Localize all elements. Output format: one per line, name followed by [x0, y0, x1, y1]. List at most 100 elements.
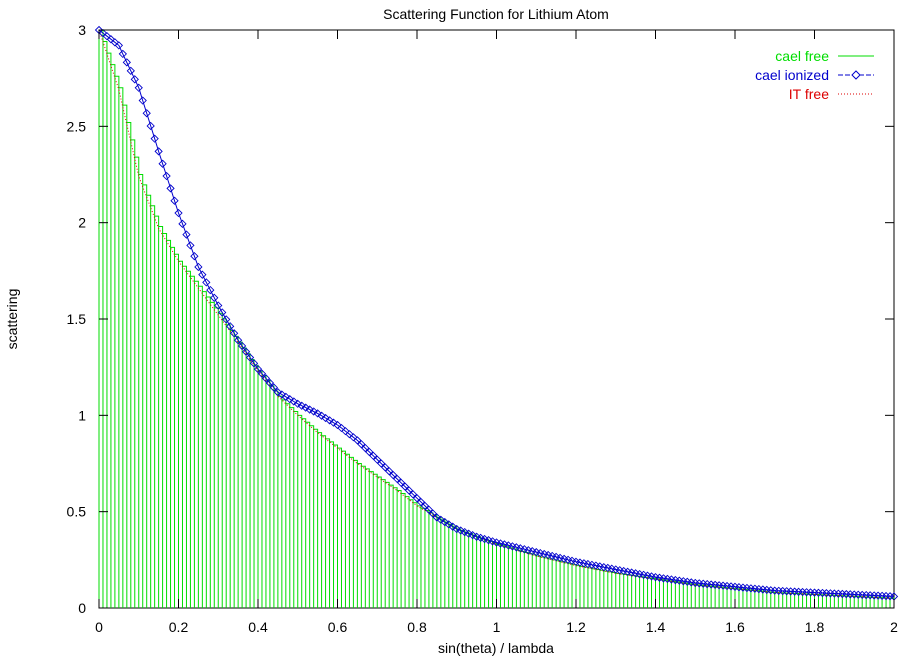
y-tick-label: 2.5: [67, 118, 87, 134]
cael-ionized-marker: [118, 49, 127, 59]
x-tick-label: 0.2: [169, 619, 189, 635]
cael-ionized-marker: [114, 41, 124, 50]
y-tick-label: 1: [78, 407, 86, 423]
x-tick-label: 1.6: [725, 619, 745, 635]
cael-ionized-marker: [464, 529, 473, 538]
legend-label-it-free: IT free: [789, 86, 829, 102]
cael-ionized-marker: [452, 524, 461, 534]
cael-ionized-marker: [186, 241, 195, 250]
cael-ionized-marker: [313, 409, 322, 418]
x-tick-label: 0.4: [248, 619, 268, 635]
x-tick-label: 0: [95, 619, 103, 635]
cael-ionized-marker: [154, 147, 163, 156]
cael-ionized-marker: [285, 395, 294, 404]
cael-ionized-marker: [301, 403, 310, 412]
cael-ionized-marker: [400, 482, 410, 491]
cael-ionized-marker: [130, 75, 139, 84]
cael-ionized-marker: [408, 490, 418, 499]
axis-ticks: 0 0.2 0.4 0.6 0.8 1 1.2 1.4 1.6 1.8 2 0 0.5 1 1.5 2 2.5 3: [67, 22, 899, 635]
cael-ionized-marker: [456, 526, 465, 535]
cael-ionized-marker: [158, 159, 167, 168]
cael-ionized-marker: [198, 270, 207, 279]
cael-ionized-marker: [420, 501, 430, 511]
y-tick-label: 2: [78, 215, 86, 231]
cael-ionized-marker: [333, 420, 342, 430]
cael-ionized-marker: [249, 359, 259, 368]
cael-ionized-marker: [428, 509, 438, 518]
cael-ionized-marker: [440, 517, 449, 527]
x-tick-label: 1.2: [566, 619, 586, 635]
cael-ionized-marker: [357, 440, 366, 449]
cael-ionized-marker: [138, 96, 147, 105]
cael-ionized-marker: [277, 390, 286, 399]
cael-ionized-marker: [273, 388, 283, 397]
cael-ionized-marker: [241, 347, 251, 356]
x-tick-label: 2: [890, 619, 898, 635]
cael-ionized-marker: [122, 58, 131, 67]
y-tick-label: 1.5: [67, 311, 87, 327]
cael-ionized-marker: [389, 470, 398, 480]
cael-ionized-marker: [206, 285, 215, 295]
cael-ionized-marker: [190, 252, 199, 261]
legend-marker-cael-ionized: [851, 70, 861, 80]
cael-ionized-marker: [353, 436, 362, 445]
cael-ionized-marker: [289, 397, 298, 406]
cael-ionized-marker: [317, 411, 326, 420]
cael-ionized-marker: [392, 474, 402, 484]
y-tick-label: 0.5: [67, 504, 87, 520]
y-axis-label: scattering: [4, 289, 20, 350]
legend-label-cael-free: cael free: [775, 48, 829, 64]
cael-ionized-marker: [245, 353, 255, 362]
cael-ionized-marker: [226, 322, 235, 331]
cael-ionized-marker: [102, 32, 112, 41]
cael-ionized-marker: [468, 531, 477, 540]
cael-ionized-marker: [293, 399, 302, 408]
cael-ionized-marker: [460, 527, 469, 537]
cael-ionized-marker: [261, 374, 271, 383]
cael-ionized-marker: [349, 433, 358, 442]
cael-ionized-marker: [210, 293, 219, 302]
cael-ionized-marker: [396, 478, 406, 487]
x-tick-label: 1.4: [646, 619, 666, 635]
cael-ionized-marker: [237, 341, 247, 351]
cael-ionized-marker: [412, 494, 422, 503]
cael-ionized-marker: [253, 364, 263, 374]
cael-ionized-marker: [373, 455, 382, 464]
cael-ionized-marker: [150, 134, 159, 143]
cael-ionized-marker: [162, 171, 171, 181]
cael-ionized-marker: [436, 515, 445, 524]
legend: cael free cael ionized IT free: [755, 48, 874, 102]
x-tick-label: 0.8: [407, 619, 427, 635]
cael-ionized-marker: [257, 369, 267, 378]
cael-ionized-marker: [218, 308, 227, 317]
cael-ionized-marker: [416, 497, 426, 507]
cael-ionized-marker: [182, 230, 191, 239]
cael-ionized-marker: [126, 66, 135, 75]
chart-title: Scattering Function for Lithium Atom: [383, 6, 609, 22]
cael-ionized-marker: [361, 443, 370, 453]
cael-ionized-marker: [404, 486, 414, 495]
cael-ionized-marker: [174, 208, 183, 218]
cael-ionized-marker: [432, 513, 442, 522]
cael-ionized-marker: [309, 407, 318, 416]
cael-ionized-marker: [448, 522, 457, 531]
cael-ionized-marker: [106, 35, 116, 44]
cael-ionized-marker: [178, 219, 187, 228]
cael-ionized-marker: [166, 184, 175, 193]
cael-ionized-marker: [202, 278, 211, 287]
cael-ionized-marker: [321, 413, 330, 423]
y-tick-label: 3: [78, 22, 86, 38]
cael-ionized-marker: [269, 383, 279, 392]
cael-ionized-marker: [98, 28, 108, 38]
cael-ionized-marker: [377, 459, 386, 468]
cael-ionized-marker: [170, 196, 179, 205]
cael-ionized-marker: [146, 121, 155, 131]
cael-ionized-marker: [214, 301, 223, 310]
x-axis-label: sin(theta) / lambda: [438, 640, 554, 656]
cael-ionized-marker: [233, 336, 243, 345]
cael-ionized-marker: [381, 463, 390, 472]
cael-ionized-marker: [265, 378, 275, 388]
legend-label-cael-ionized: cael ionized: [755, 67, 829, 83]
cael-ionized-marker: [329, 418, 338, 427]
